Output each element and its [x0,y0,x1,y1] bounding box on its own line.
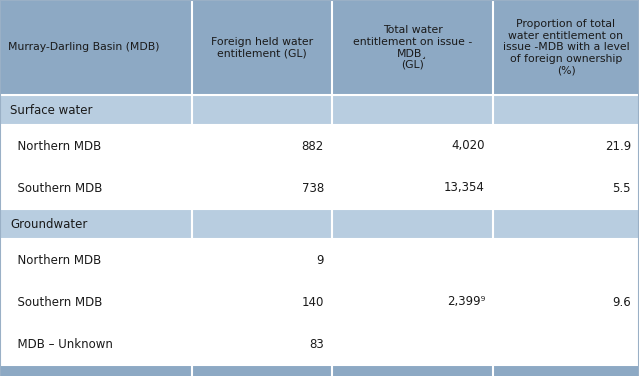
Bar [0,281,192,323]
Bar [332,209,493,239]
Bar [0,323,192,365]
Text: 13,354: 13,354 [444,182,485,194]
Text: 5.5: 5.5 [613,182,631,194]
Bar [332,281,493,323]
Text: Surface water: Surface water [10,103,93,117]
Text: Proportion of total
water entitlement on
issue -MDB with a level
of foreign owne: Proportion of total water entitlement on… [503,19,629,76]
Text: 9.6: 9.6 [612,296,631,308]
Bar [493,95,639,125]
Bar [493,0,639,95]
Text: 882: 882 [302,139,324,153]
Text: Groundwater: Groundwater [10,217,88,230]
Text: 4,020: 4,020 [452,139,485,153]
Text: 83: 83 [309,338,324,350]
Bar [332,167,493,209]
Text: Northern MDB: Northern MDB [10,139,101,153]
Text: Northern MDB: Northern MDB [10,253,101,267]
Bar [493,167,639,209]
Bar [192,365,332,376]
Bar [192,0,332,95]
Bar [192,209,332,239]
Bar [332,365,493,376]
Bar [192,323,332,365]
Bar [192,281,332,323]
Bar [0,0,192,95]
Bar [192,167,332,209]
Bar [493,239,639,281]
Text: 9: 9 [316,253,324,267]
Bar [493,125,639,167]
Bar [0,365,192,376]
Bar [332,125,493,167]
Bar [493,323,639,365]
Bar [332,0,493,95]
Text: Southern MDB: Southern MDB [10,296,102,308]
Bar [0,239,192,281]
Text: Foreign held water
entitlement (GL): Foreign held water entitlement (GL) [211,37,313,58]
Text: Southern MDB: Southern MDB [10,182,102,194]
Bar [0,167,192,209]
Bar [0,95,192,125]
Text: MDB – Unknown: MDB – Unknown [10,338,113,350]
Bar [332,239,493,281]
Text: 2,399⁹: 2,399⁹ [447,296,485,308]
Text: 140: 140 [302,296,324,308]
Text: 738: 738 [302,182,324,194]
Bar [493,365,639,376]
Text: Murray-Darling Basin (MDB): Murray-Darling Basin (MDB) [8,42,160,53]
Bar [192,125,332,167]
Bar [332,95,493,125]
Text: Total water
entitlement on issue -
MDB¸
(GL): Total water entitlement on issue - MDB¸ … [353,25,472,70]
Bar [0,209,192,239]
Text: 21.9: 21.9 [604,139,631,153]
Bar [332,323,493,365]
Bar [493,209,639,239]
Bar [192,239,332,281]
Bar [0,125,192,167]
Bar [192,95,332,125]
Bar [493,281,639,323]
